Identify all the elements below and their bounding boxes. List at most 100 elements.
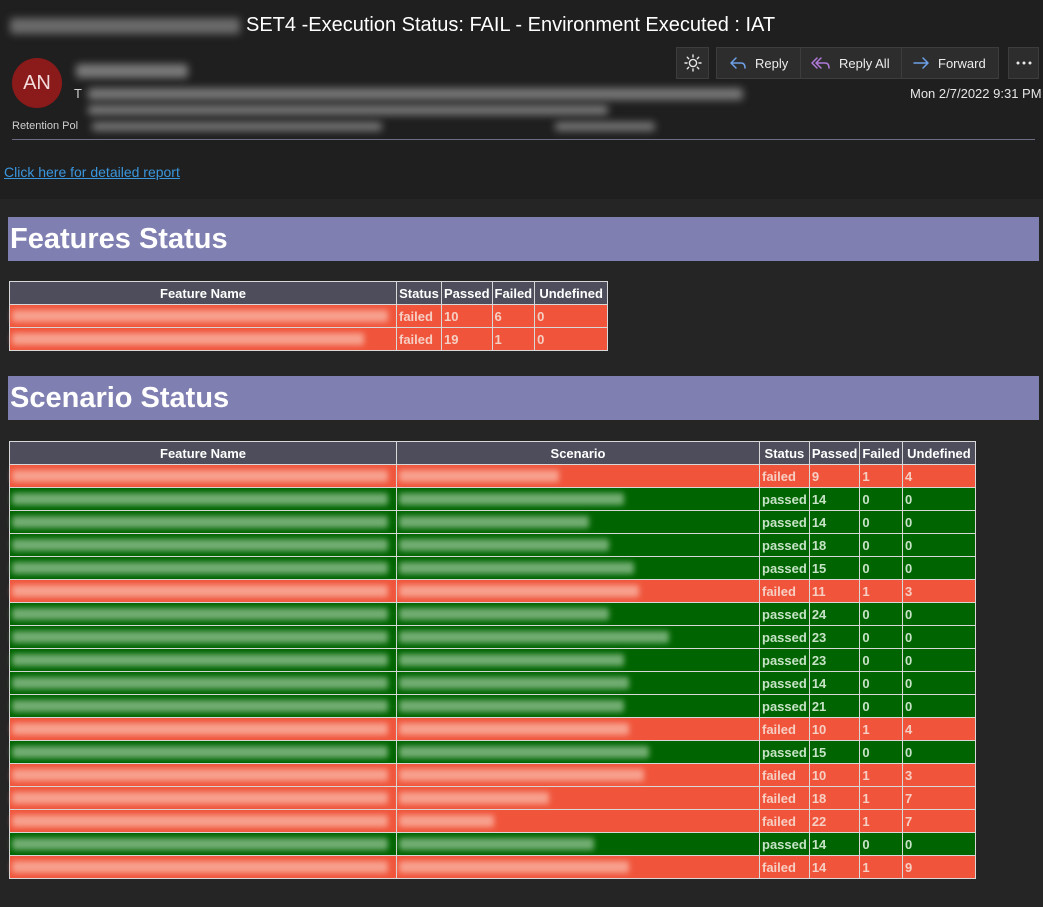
undefined-cell: 4 xyxy=(901,464,976,488)
col-status: Status xyxy=(759,441,810,465)
undefined-cell: 0 xyxy=(901,625,976,649)
undefined-cell: 0 xyxy=(901,533,976,557)
passed-cell: 14 xyxy=(808,510,861,534)
redacted-text xyxy=(12,310,388,322)
reply-all-button[interactable]: Reply All xyxy=(800,47,901,79)
scenario-cell xyxy=(396,809,760,833)
scenario-cell xyxy=(396,510,760,534)
table-row: passed 15 0 0 xyxy=(9,556,976,580)
undefined-cell: 0 xyxy=(901,740,976,764)
undefined-cell: 7 xyxy=(901,809,976,833)
redacted-text xyxy=(399,723,629,735)
feature-name-cell xyxy=(9,533,397,557)
failed-cell: 1 xyxy=(859,579,903,603)
reply-button[interactable]: Reply xyxy=(716,47,800,79)
scenario-cell xyxy=(396,464,760,488)
undefined-cell: 0 xyxy=(901,694,976,718)
undefined-cell: 0 xyxy=(534,304,609,328)
scenario-cell xyxy=(396,671,760,695)
sun-icon xyxy=(683,54,702,72)
status-cell: passed xyxy=(759,740,810,764)
redacted-subject-prefix xyxy=(10,17,240,34)
scenario-header-row: Feature Name Scenario Status Passed Fail… xyxy=(9,441,976,465)
col-undefined: Undefined xyxy=(534,281,609,305)
table-row: passed 14 0 0 xyxy=(9,487,976,511)
scenario-cell xyxy=(396,579,760,603)
status-cell: passed xyxy=(759,671,810,695)
detailed-report-link[interactable]: Click here for detailed report xyxy=(4,164,180,180)
failed-cell: 0 xyxy=(859,510,903,534)
redacted-retention-expiry xyxy=(555,122,655,131)
sender-avatar[interactable]: AN xyxy=(12,58,62,108)
redacted-text xyxy=(12,769,388,781)
redacted-text xyxy=(12,608,388,620)
feature-name-cell xyxy=(9,671,397,695)
scenario-table: Feature Name Scenario Status Passed Fail… xyxy=(9,441,976,879)
redacted-text xyxy=(12,539,388,551)
passed-cell: 23 xyxy=(808,648,861,672)
reply-all-label: Reply All xyxy=(839,55,890,71)
redacted-text xyxy=(399,769,644,781)
failed-cell: 0 xyxy=(859,556,903,580)
redacted-text xyxy=(399,585,639,597)
status-cell: passed xyxy=(759,625,810,649)
status-cell: failed xyxy=(759,579,810,603)
redacted-text xyxy=(399,861,629,873)
redacted-text xyxy=(12,654,388,666)
passed-cell: 15 xyxy=(808,556,861,580)
redacted-retention-policy xyxy=(92,122,382,131)
scenario-cell xyxy=(396,533,760,557)
received-datetime: Mon 2/7/2022 9:31 PM xyxy=(910,86,1042,101)
status-cell: failed xyxy=(759,855,810,879)
table-row: passed 14 0 0 xyxy=(9,510,976,534)
redacted-text xyxy=(12,838,388,850)
redacted-text xyxy=(399,746,649,758)
status-cell: failed xyxy=(759,763,810,787)
redacted-text xyxy=(12,723,388,735)
failed-cell: 0 xyxy=(859,648,903,672)
undefined-cell: 0 xyxy=(901,556,976,580)
col-failed: Failed xyxy=(859,441,903,465)
feature-name-cell xyxy=(9,809,397,833)
feature-name-cell xyxy=(9,327,397,351)
reply-label: Reply xyxy=(755,55,789,71)
status-cell: failed xyxy=(759,717,810,741)
redacted-text xyxy=(12,815,388,827)
scenario-cell xyxy=(396,740,760,764)
status-cell: failed xyxy=(396,304,442,328)
col-feature-name: Feature Name xyxy=(9,441,397,465)
passed-cell: 21 xyxy=(808,694,861,718)
failed-cell: 0 xyxy=(859,671,903,695)
more-icon xyxy=(1016,61,1031,65)
scenario-cell xyxy=(396,832,760,856)
scenario-cell xyxy=(396,694,760,718)
features-status-title: Features Status xyxy=(10,223,228,255)
undefined-cell: 0 xyxy=(901,671,976,695)
redacted-text xyxy=(12,792,388,804)
feature-name-cell xyxy=(9,625,397,649)
scenario-cell xyxy=(396,855,760,879)
more-actions-button[interactable] xyxy=(1008,47,1039,79)
email-header: SET4 -Execution Status: FAIL - Environme… xyxy=(0,0,1043,199)
redacted-text xyxy=(399,562,634,574)
forward-button[interactable]: Forward xyxy=(901,47,999,79)
col-feature-name: Feature Name xyxy=(9,281,397,305)
report-body: Features Status Feature Name Status Pass… xyxy=(0,199,1043,907)
undefined-cell: 0 xyxy=(534,327,609,351)
feature-name-cell xyxy=(9,648,397,672)
redacted-text xyxy=(399,677,629,689)
forward-label: Forward xyxy=(938,55,986,71)
redacted-text xyxy=(399,493,624,505)
features-status-bar: Features Status xyxy=(8,217,1039,261)
passed-cell: 14 xyxy=(808,671,861,695)
undefined-cell: 3 xyxy=(901,579,976,603)
undefined-cell: 0 xyxy=(901,648,976,672)
status-cell: passed xyxy=(759,648,810,672)
header-divider xyxy=(12,139,1035,140)
status-cell: failed xyxy=(759,809,810,833)
failed-cell: 0 xyxy=(859,832,903,856)
redacted-text xyxy=(12,700,388,712)
passed-cell: 10 xyxy=(808,717,861,741)
redacted-text xyxy=(399,815,494,827)
theme-toggle-button[interactable] xyxy=(676,47,709,79)
